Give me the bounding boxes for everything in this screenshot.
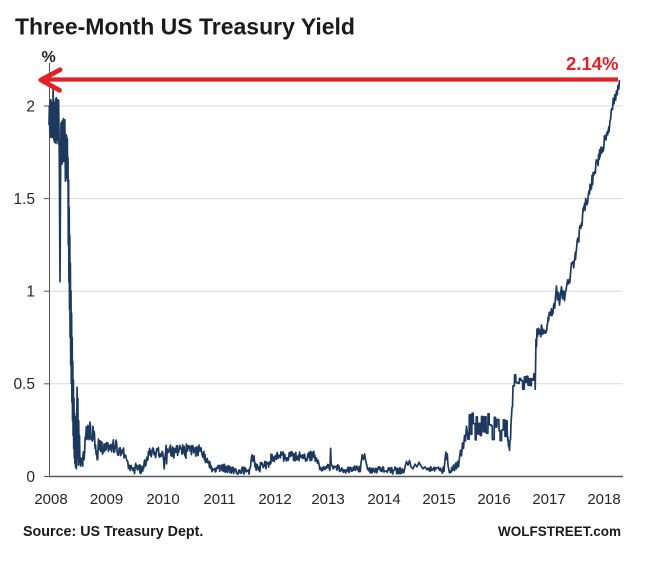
svg-text:2014: 2014 bbox=[367, 491, 400, 508]
svg-text:Source: US Treasury Dept.: Source: US Treasury Dept. bbox=[23, 524, 203, 540]
svg-text:Three-Month US Treasury Yield: Three-Month US Treasury Yield bbox=[15, 14, 355, 40]
svg-text:WOLFSTREET.com: WOLFSTREET.com bbox=[498, 524, 621, 539]
svg-text:2008: 2008 bbox=[34, 491, 67, 508]
svg-text:0.5: 0.5 bbox=[13, 376, 35, 393]
svg-text:2018: 2018 bbox=[587, 491, 620, 508]
svg-text:2015: 2015 bbox=[422, 491, 455, 508]
svg-text:1.5: 1.5 bbox=[13, 191, 35, 208]
svg-text:2012: 2012 bbox=[258, 491, 291, 508]
svg-text:2016: 2016 bbox=[477, 491, 510, 508]
svg-text:2011: 2011 bbox=[203, 491, 235, 508]
svg-text:2.14%: 2.14% bbox=[566, 53, 618, 74]
svg-text:1: 1 bbox=[26, 284, 35, 301]
svg-text:2009: 2009 bbox=[90, 491, 123, 508]
svg-text:2: 2 bbox=[26, 98, 35, 115]
svg-text:2010: 2010 bbox=[146, 491, 179, 508]
svg-text:%: % bbox=[42, 49, 56, 66]
svg-text:2017: 2017 bbox=[532, 491, 565, 508]
svg-text:2013: 2013 bbox=[311, 491, 344, 508]
svg-text:0: 0 bbox=[26, 469, 35, 486]
